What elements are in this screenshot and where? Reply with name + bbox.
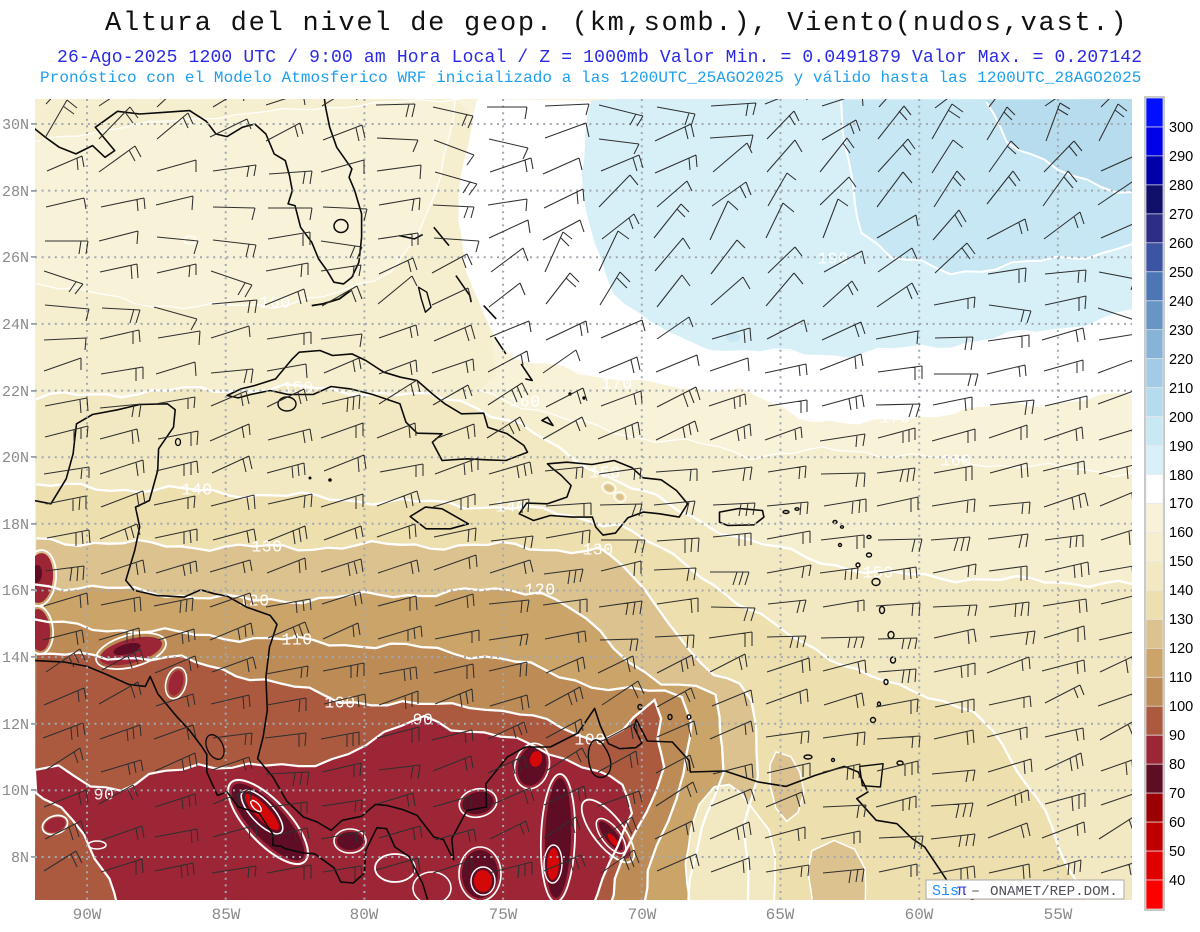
svg-text:60: 60 [1169, 815, 1185, 831]
svg-text:170: 170 [1169, 496, 1193, 512]
svg-text:90W: 90W [73, 906, 102, 924]
svg-text:140: 140 [1169, 583, 1193, 599]
svg-text:8N: 8N [11, 850, 29, 867]
svg-text:110: 110 [281, 630, 312, 649]
svg-text:130: 130 [1169, 612, 1193, 628]
svg-text:160: 160 [940, 451, 971, 470]
svg-text:85W: 85W [212, 906, 241, 924]
svg-text:230: 230 [1169, 323, 1193, 339]
svg-text:190: 190 [817, 249, 848, 268]
svg-text:20N: 20N [2, 450, 29, 467]
svg-text:10N: 10N [2, 783, 29, 800]
svg-text:–: – [971, 883, 980, 900]
svg-text:130: 130 [251, 537, 282, 556]
svg-text:26N: 26N [2, 250, 29, 267]
svg-text:150: 150 [862, 563, 893, 582]
svg-text:280: 280 [1169, 178, 1193, 194]
svg-text:160: 160 [1169, 525, 1193, 541]
svg-text:240: 240 [1169, 294, 1193, 310]
svg-text:60W: 60W [905, 906, 934, 924]
svg-text:120: 120 [238, 591, 269, 610]
svg-text:14N: 14N [2, 650, 29, 667]
svg-text:65W: 65W [766, 906, 795, 924]
svg-text:55W: 55W [1044, 906, 1073, 924]
svg-text:100: 100 [1169, 699, 1193, 715]
svg-text:120: 120 [524, 580, 555, 599]
svg-text:120: 120 [1169, 641, 1193, 657]
svg-text:90: 90 [1169, 728, 1185, 744]
svg-text:110: 110 [1169, 670, 1192, 686]
svg-text:270: 270 [1169, 207, 1193, 223]
svg-text:18N: 18N [2, 517, 29, 534]
svg-text:28N: 28N [2, 184, 29, 201]
svg-text:80: 80 [1169, 757, 1185, 773]
svg-text:26-Ago-2025 1200 UTC / 9:00 a: 26-Ago-2025 1200 UTC / 9:00 am Hora Loca… [57, 48, 1142, 68]
svg-text:90: 90 [413, 710, 434, 729]
svg-text:250: 250 [1169, 265, 1193, 281]
svg-text:Pronóstico con el Modelo Atmos: Pronóstico con el Modelo Atmosferico WRF… [40, 69, 1141, 87]
svg-text:75W: 75W [489, 906, 518, 924]
svg-text:150: 150 [1169, 554, 1193, 570]
svg-text:170: 170 [601, 374, 632, 393]
svg-text:180: 180 [1169, 468, 1193, 484]
svg-text:170: 170 [879, 408, 910, 427]
svg-text:220: 220 [1169, 352, 1193, 368]
svg-text:200: 200 [1169, 410, 1193, 426]
svg-text:260: 260 [1169, 236, 1193, 252]
svg-text:π: π [957, 882, 967, 900]
svg-text:70: 70 [1169, 786, 1185, 802]
svg-text:22N: 22N [2, 384, 29, 401]
svg-text:30N: 30N [2, 117, 29, 134]
svg-text:70W: 70W [628, 906, 657, 924]
svg-text:100: 100 [574, 730, 605, 749]
svg-text:210: 210 [1169, 381, 1193, 397]
svg-text:Sis: Sis [932, 883, 959, 900]
svg-text:50: 50 [1169, 844, 1185, 860]
svg-text:40: 40 [1169, 873, 1185, 889]
svg-text:190: 190 [1169, 439, 1193, 455]
svg-text:140: 140 [181, 480, 212, 499]
svg-text:300: 300 [1169, 120, 1193, 136]
svg-text:ONAMET/REP.DOM.: ONAMET/REP.DOM. [990, 884, 1118, 900]
svg-text:160: 160 [509, 392, 540, 411]
svg-text:Altura del nivel de geop. (km,: Altura del nivel de geop. (km,somb.), Vi… [105, 9, 1128, 39]
svg-text:12N: 12N [2, 717, 29, 734]
svg-text:16N: 16N [2, 583, 29, 600]
svg-text:290: 290 [1169, 149, 1193, 165]
svg-text:80W: 80W [350, 906, 379, 924]
svg-text:24N: 24N [2, 317, 29, 334]
svg-text:130: 130 [582, 540, 613, 559]
